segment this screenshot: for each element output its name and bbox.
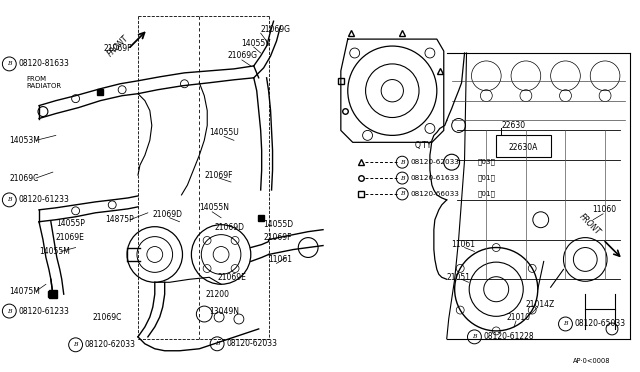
Text: 21051: 21051 xyxy=(447,273,471,282)
Text: 14055V: 14055V xyxy=(241,39,270,48)
Text: FRONT: FRONT xyxy=(578,212,603,237)
Text: 21069C: 21069C xyxy=(92,312,122,321)
Text: 14053M: 14053M xyxy=(10,136,40,145)
Text: 21069G: 21069G xyxy=(260,25,291,34)
Text: 08120-61228: 08120-61228 xyxy=(483,332,534,341)
Text: B: B xyxy=(7,308,12,314)
Text: 08120-65033: 08120-65033 xyxy=(574,320,625,328)
Text: 〃03〄: 〃03〄 xyxy=(477,159,495,166)
Text: 21069D: 21069D xyxy=(214,223,244,232)
Text: 21069G: 21069G xyxy=(227,51,257,61)
Text: B: B xyxy=(563,321,568,327)
Text: 21069E: 21069E xyxy=(217,273,246,282)
Text: B: B xyxy=(472,334,477,339)
Text: B: B xyxy=(7,61,12,67)
Text: FROM
RADIATOR: FROM RADIATOR xyxy=(26,76,61,89)
Text: 13049N: 13049N xyxy=(209,307,239,315)
Text: 08120-61633: 08120-61633 xyxy=(410,175,459,181)
Text: 14055M: 14055M xyxy=(39,247,70,256)
Text: 08120-81633: 08120-81633 xyxy=(18,60,69,68)
Text: B: B xyxy=(7,198,12,202)
Text: 〃01〄: 〃01〄 xyxy=(477,175,495,182)
Text: 14055P: 14055P xyxy=(56,219,84,228)
Text: FRONT: FRONT xyxy=(106,33,131,58)
Text: B: B xyxy=(215,341,220,346)
Text: 14055D: 14055D xyxy=(264,220,294,229)
Text: 08120-61233: 08120-61233 xyxy=(18,307,69,315)
Text: 08120-62033: 08120-62033 xyxy=(410,159,459,165)
Text: 11061: 11061 xyxy=(452,240,476,249)
Text: 21069E: 21069E xyxy=(56,233,84,242)
Text: 21200: 21200 xyxy=(205,290,229,299)
Text: 21069F: 21069F xyxy=(264,233,292,242)
Text: 14075M: 14075M xyxy=(10,287,40,296)
Text: AP·0<0008: AP·0<0008 xyxy=(573,358,611,364)
Text: B: B xyxy=(400,192,404,196)
Text: B: B xyxy=(400,176,404,180)
Text: 〃01〄: 〃01〄 xyxy=(477,190,495,197)
Text: 08120-62033: 08120-62033 xyxy=(226,339,277,348)
Text: 08120-61233: 08120-61233 xyxy=(18,195,69,204)
Text: 21069D: 21069D xyxy=(153,210,183,219)
Text: 21010: 21010 xyxy=(506,312,530,321)
Text: 22630A: 22630A xyxy=(508,143,538,152)
Text: 21069F: 21069F xyxy=(103,44,132,52)
Text: Q'TY: Q'TY xyxy=(415,141,432,150)
Text: 14055U: 14055U xyxy=(209,128,239,137)
Text: B: B xyxy=(74,342,78,347)
Text: 11060: 11060 xyxy=(592,205,616,214)
Text: B: B xyxy=(400,160,404,165)
Text: 08120-62033: 08120-62033 xyxy=(84,340,136,349)
Text: 14875P: 14875P xyxy=(106,215,134,224)
Text: 08120-66033: 08120-66033 xyxy=(410,191,459,197)
Text: 22630: 22630 xyxy=(501,121,525,130)
Text: 11061: 11061 xyxy=(269,255,292,264)
Text: 21014Z: 21014Z xyxy=(526,299,555,309)
Text: 14055N: 14055N xyxy=(199,203,229,212)
Text: 21069C: 21069C xyxy=(10,174,38,183)
Text: 21069F: 21069F xyxy=(204,171,233,180)
